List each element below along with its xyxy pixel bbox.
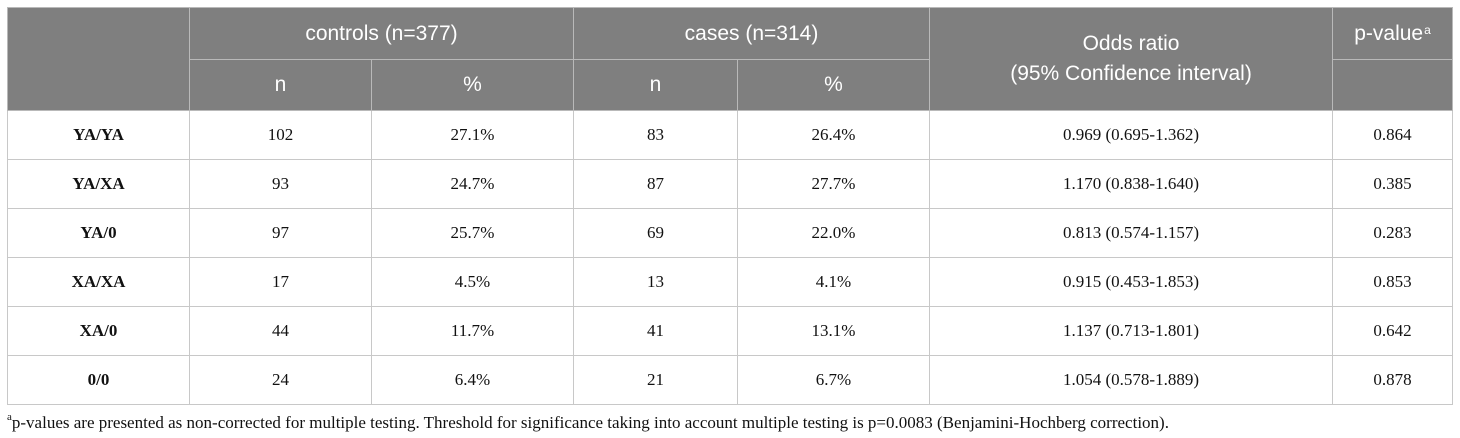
cases-n-cell: 83 <box>573 110 738 160</box>
header-p-value-label: p-value <box>1354 21 1424 45</box>
odds-ratio-cell: 0.915 (0.453-1.853) <box>929 257 1334 307</box>
controls-n-cell: 97 <box>189 208 372 258</box>
odds-ratio-cell: 0.969 (0.695-1.362) <box>929 110 1334 160</box>
header-p-value: p-valuea <box>1332 7 1454 60</box>
p-value-cell: 0.642 <box>1332 306 1454 356</box>
cases-percent-cell: 6.7% <box>736 355 931 405</box>
subheader-controls-percent: % <box>371 59 574 111</box>
cases-percent-cell: 22.0% <box>736 208 931 258</box>
header-row-sub: n % n % <box>8 59 1454 111</box>
cases-percent-cell: 27.7% <box>736 159 931 209</box>
genotype-cell: YA/XA <box>7 159 190 209</box>
controls-percent-cell: 4.5% <box>371 257 574 307</box>
controls-n-cell: 24 <box>189 355 372 405</box>
cases-percent-cell: 4.1% <box>736 257 931 307</box>
controls-n-cell: 102 <box>189 110 372 160</box>
footnote-text: p-values are presented as non-corrected … <box>11 413 1169 432</box>
p-value-cell: 0.283 <box>1332 208 1454 258</box>
header-empty-corner <box>7 7 190 111</box>
table-row: 0/0 24 6.4% 21 6.7% 1.054 (0.578-1.889) … <box>7 355 1454 405</box>
footnote-marker: a <box>7 411 12 423</box>
subheader-cases-n: n <box>573 59 738 111</box>
p-value-cell: 0.864 <box>1332 110 1454 160</box>
cases-percent-cell: 26.4% <box>736 110 931 160</box>
header-p-value-superscript: a <box>1424 22 1431 37</box>
cases-n-cell: 13 <box>573 257 738 307</box>
genotype-results-table: controls (n=377) cases (n=314) Odds rati… <box>7 7 1454 405</box>
header-controls: controls (n=377) <box>189 7 574 60</box>
controls-n-cell: 17 <box>189 257 372 307</box>
header-cases: cases (n=314) <box>572 7 931 60</box>
genotype-cell: 0/0 <box>7 355 190 405</box>
odds-ratio-cell: 1.170 (0.838-1.640) <box>929 159 1334 209</box>
header-odds-ratio: Odds ratio (95% Confidence interval) <box>929 7 1334 111</box>
subheader-p-value-empty <box>1332 59 1454 111</box>
table-header: controls (n=377) cases (n=314) Odds rati… <box>7 7 1454 111</box>
cases-n-cell: 69 <box>573 208 738 258</box>
p-value-cell: 0.878 <box>1332 355 1454 405</box>
table-row: YA/YA 102 27.1% 83 26.4% 0.969 (0.695-1.… <box>7 110 1454 160</box>
genotype-cell: YA/0 <box>7 208 190 258</box>
cases-percent-cell: 13.1% <box>736 306 931 356</box>
odds-ratio-cell: 1.054 (0.578-1.889) <box>929 355 1334 405</box>
subheader-cases-percent: % <box>736 59 931 111</box>
header-row-groups: controls (n=377) cases (n=314) Odds rati… <box>7 7 1454 111</box>
table-body: YA/YA 102 27.1% 83 26.4% 0.969 (0.695-1.… <box>7 110 1454 405</box>
cases-n-cell: 87 <box>573 159 738 209</box>
genotype-cell: XA/XA <box>7 257 190 307</box>
table-footnote: ap-values are presented as non-corrected… <box>7 411 1452 433</box>
results-table-container: controls (n=377) cases (n=314) Odds rati… <box>7 7 1454 433</box>
controls-percent-cell: 25.7% <box>371 208 574 258</box>
genotype-cell: YA/YA <box>7 110 190 160</box>
header-odds-ratio-line2: (95% Confidence interval) <box>1010 62 1252 85</box>
odds-ratio-cell: 0.813 (0.574-1.157) <box>929 208 1334 258</box>
genotype-cell: XA/0 <box>7 306 190 356</box>
cases-n-cell: 21 <box>573 355 738 405</box>
controls-percent-cell: 27.1% <box>371 110 574 160</box>
cases-n-cell: 41 <box>573 306 738 356</box>
p-value-cell: 0.853 <box>1332 257 1454 307</box>
header-odds-ratio-line1: Odds ratio <box>1082 32 1180 55</box>
table-row: YA/XA 93 24.7% 87 27.7% 1.170 (0.838-1.6… <box>7 159 1454 209</box>
controls-percent-cell: 11.7% <box>371 306 574 356</box>
table-row: XA/XA 17 4.5% 13 4.1% 0.915 (0.453-1.853… <box>7 257 1454 307</box>
controls-n-cell: 44 <box>189 306 372 356</box>
controls-percent-cell: 24.7% <box>371 159 574 209</box>
p-value-cell: 0.385 <box>1332 159 1454 209</box>
controls-n-cell: 93 <box>189 159 372 209</box>
subheader-controls-n: n <box>189 59 372 111</box>
table-row: YA/0 97 25.7% 69 22.0% 0.813 (0.574-1.15… <box>7 208 1454 258</box>
controls-percent-cell: 6.4% <box>371 355 574 405</box>
table-row: XA/0 44 11.7% 41 13.1% 1.137 (0.713-1.80… <box>7 306 1454 356</box>
odds-ratio-cell: 1.137 (0.713-1.801) <box>929 306 1334 356</box>
